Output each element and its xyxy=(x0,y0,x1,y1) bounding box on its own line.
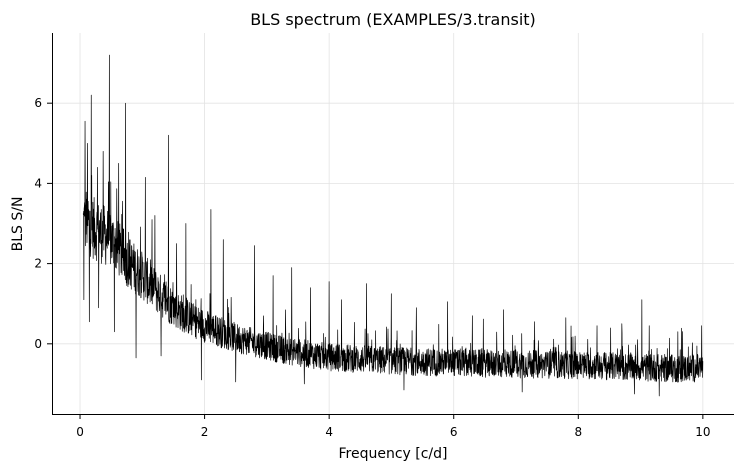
x-tick-label: 6 xyxy=(450,425,458,439)
x-axis-label: Frequency [c/d] xyxy=(339,446,448,462)
y-tick-label: 6 xyxy=(34,96,42,110)
grid-lines xyxy=(52,33,734,414)
x-ticks: 0 2 4 6 8 10 xyxy=(76,414,710,439)
y-ticks: 0 2 4 6 xyxy=(34,96,52,351)
x-tick-label: 8 xyxy=(574,425,582,439)
x-tick-label: 0 xyxy=(76,425,84,439)
y-tick-label: 4 xyxy=(34,176,42,190)
x-tick-label: 10 xyxy=(695,425,710,439)
x-tick-label: 2 xyxy=(201,425,209,439)
x-tick-label: 4 xyxy=(325,425,333,439)
y-tick-label: 0 xyxy=(34,337,42,351)
bls-spectrum-line xyxy=(82,54,704,397)
axes xyxy=(52,33,734,415)
y-axis-label: BLS S/N xyxy=(10,197,26,252)
chart-title: BLS spectrum (EXAMPLES/3.transit) xyxy=(250,10,536,29)
y-tick-label: 2 xyxy=(34,257,42,271)
series-layer xyxy=(82,54,704,397)
